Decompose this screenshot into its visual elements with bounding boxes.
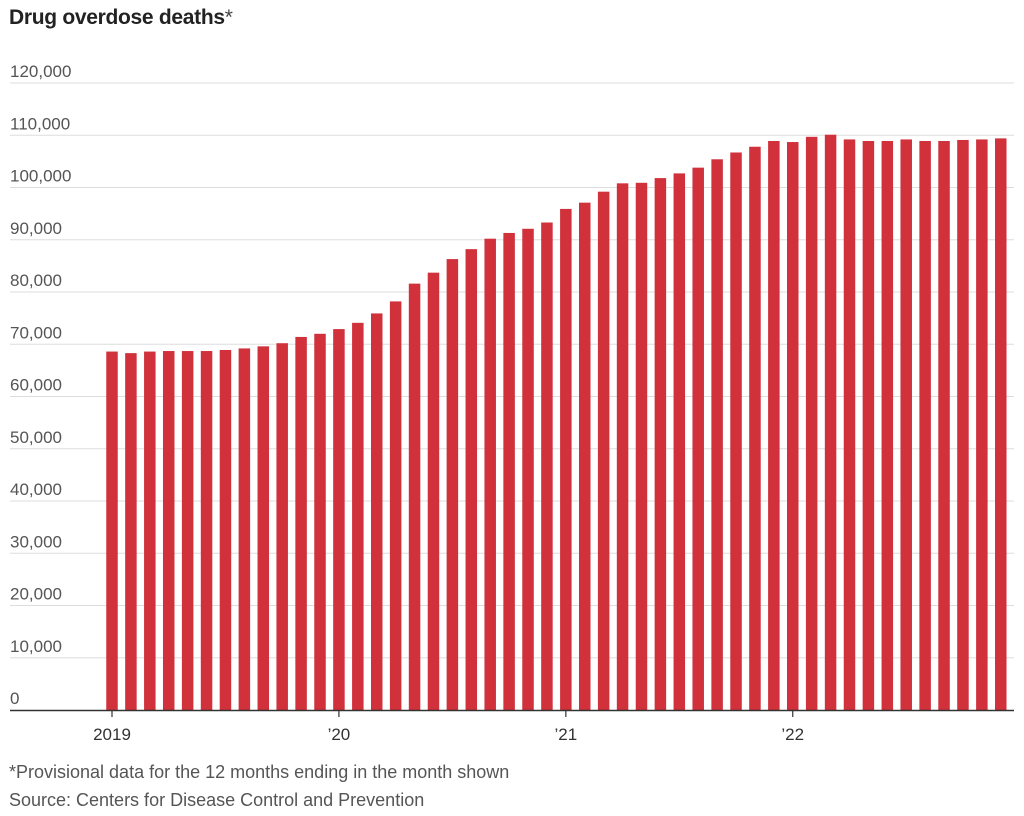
source-note: Source: Centers for Disease Control and … bbox=[9, 790, 425, 810]
bar bbox=[484, 238, 496, 710]
bar bbox=[314, 333, 326, 710]
footnote-provisional: *Provisional data for the 12 months endi… bbox=[9, 762, 510, 782]
chart-title-footnote-marker: * bbox=[224, 6, 233, 29]
bar-chart: 0 10,000 20,000 30,000 40,000 50,000 60,000 70,… bbox=[10, 62, 1014, 744]
bar bbox=[749, 146, 761, 710]
bar bbox=[541, 222, 553, 710]
bar bbox=[768, 140, 780, 710]
x-tick-label: 2019 bbox=[93, 725, 131, 744]
bar bbox=[957, 139, 969, 710]
bar bbox=[427, 272, 440, 710]
y-tick-label: 70,000 bbox=[10, 323, 62, 342]
y-tick-label: 100,000 bbox=[10, 167, 71, 186]
bar bbox=[843, 139, 856, 710]
bar bbox=[579, 202, 591, 710]
bar bbox=[219, 349, 232, 710]
bar bbox=[824, 134, 837, 711]
bar bbox=[408, 283, 421, 710]
bar bbox=[976, 139, 988, 710]
bar bbox=[635, 182, 648, 711]
bar bbox=[616, 183, 629, 710]
bar bbox=[522, 228, 534, 710]
bar bbox=[938, 140, 950, 710]
chart-title: Drug overdose deaths* bbox=[9, 4, 233, 32]
bar bbox=[919, 140, 931, 710]
x-tick-label: ’20 bbox=[328, 725, 351, 744]
y-tick-label: 60,000 bbox=[10, 376, 62, 395]
bar bbox=[257, 346, 270, 710]
bar bbox=[862, 140, 875, 710]
bar bbox=[333, 329, 345, 710]
x-tick-label: ’22 bbox=[781, 725, 804, 744]
bar bbox=[900, 139, 912, 710]
bar bbox=[597, 191, 610, 710]
bar bbox=[125, 353, 137, 710]
bar bbox=[654, 178, 667, 711]
chart-title-text: Drug overdose deaths bbox=[9, 6, 225, 29]
bar bbox=[446, 259, 459, 710]
y-tick-label: 40,000 bbox=[10, 480, 62, 499]
y-tick-label: 110,000 bbox=[10, 114, 70, 133]
bar bbox=[238, 348, 251, 710]
y-tick-label: 80,000 bbox=[10, 271, 62, 290]
bar bbox=[106, 351, 118, 710]
bar bbox=[295, 336, 307, 710]
y-tick-label: 20,000 bbox=[10, 585, 62, 604]
y-tick-label: 90,000 bbox=[10, 219, 62, 238]
bar bbox=[805, 136, 818, 710]
bar bbox=[276, 343, 288, 710]
bar bbox=[465, 249, 478, 710]
bar bbox=[352, 322, 364, 710]
y-tick-label: 30,000 bbox=[10, 532, 62, 551]
bar bbox=[162, 351, 175, 710]
bar bbox=[503, 232, 515, 710]
y-tick-label: 120,000 bbox=[10, 62, 71, 81]
bar bbox=[181, 351, 194, 710]
bar bbox=[673, 173, 686, 710]
bar bbox=[200, 351, 213, 710]
y-tick-label: 10,000 bbox=[10, 637, 62, 656]
x-axis: 2019 ’20 ’21 ’22 bbox=[93, 710, 804, 744]
bar bbox=[370, 313, 383, 710]
bar bbox=[787, 142, 799, 711]
y-axis-labels: 0 10,000 20,000 30,000 40,000 50,000 60,000 70,… bbox=[10, 62, 71, 708]
y-tick-label: 0 bbox=[10, 689, 19, 708]
bar bbox=[881, 140, 894, 710]
bar bbox=[389, 301, 402, 710]
bar bbox=[730, 152, 742, 710]
bar bbox=[692, 167, 704, 710]
bar bbox=[144, 351, 156, 710]
x-tick-label: ’21 bbox=[554, 725, 577, 744]
bar bbox=[995, 138, 1007, 710]
y-tick-label: 50,000 bbox=[10, 428, 62, 447]
bar bbox=[711, 159, 723, 710]
bar bbox=[560, 208, 572, 711]
bars bbox=[106, 134, 1007, 711]
